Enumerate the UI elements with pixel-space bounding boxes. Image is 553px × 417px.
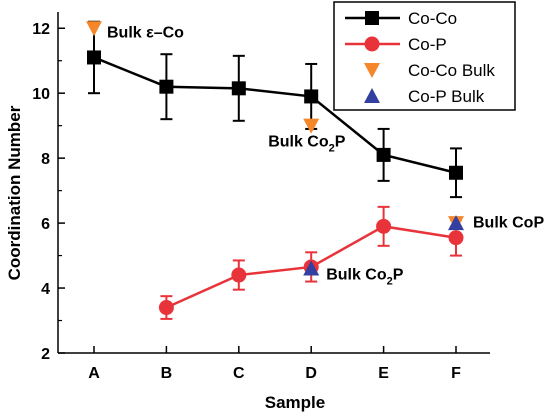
data-point	[376, 218, 392, 234]
legend-marker	[364, 88, 380, 103]
x-tick-label: A	[88, 365, 100, 382]
data-point	[304, 89, 319, 104]
legend-item: Co-P Bulk	[364, 87, 485, 106]
legend-item: Co-Co	[345, 9, 457, 28]
y-tick-label: 10	[32, 86, 50, 103]
bulk-point	[303, 118, 320, 134]
annotation-bulk-co2p-lower: Bulk Co2P	[326, 266, 404, 287]
legend-marker	[365, 11, 379, 25]
x-axis-label: Sample	[265, 393, 325, 412]
legend-marker	[364, 36, 380, 52]
bulk-point	[303, 260, 320, 276]
y-tick-label: 8	[41, 151, 50, 168]
data-point	[231, 267, 247, 283]
y-tick-label: 12	[32, 21, 50, 38]
y-tick-label: 2	[41, 346, 50, 363]
legend-marker	[364, 63, 380, 78]
x-tick-label: F	[451, 365, 461, 382]
legend-label: Co-Co	[408, 9, 457, 28]
data-point	[449, 165, 463, 180]
annotation-bulk-cop: Bulk CoP	[473, 214, 544, 231]
bulk-point	[448, 215, 464, 231]
legend-box	[333, 1, 516, 111]
legend-label: Co-P	[408, 35, 447, 54]
series-layer	[86, 20, 464, 320]
bulk-points	[86, 21, 464, 276]
y-tick-label: 6	[41, 216, 50, 233]
legend: Co-Co Co-P Co-Co Bulk Co-P Bulk	[333, 1, 516, 111]
legend-item: Co-Co Bulk	[364, 61, 495, 80]
x-tick-label: E	[378, 365, 389, 382]
legend-label: Co-Co Bulk	[408, 61, 495, 80]
bulk-point	[86, 21, 102, 37]
legend-item: Co-P	[345, 35, 447, 54]
axes: 2 4 6 8 10 12 A B C D E F	[32, 12, 490, 382]
data-point	[448, 230, 464, 246]
x-tick-label: B	[161, 365, 173, 382]
data-point	[376, 147, 391, 162]
series-line	[93, 56, 457, 174]
annotation-bulk-co2p-upper: Bulk Co2P	[268, 133, 346, 154]
x-tick-label: C	[233, 365, 245, 382]
data-point	[159, 79, 174, 94]
legend-label: Co-P Bulk	[408, 87, 485, 106]
data-point	[87, 50, 101, 65]
annotation-layer: Bulk ε–Co Bulk Co2P Bulk Co2P Bulk CoP	[107, 24, 544, 287]
x-tick-label: D	[305, 365, 317, 382]
data-point	[231, 81, 246, 96]
data-point	[158, 300, 174, 316]
y-axis-label: Coordination Number	[5, 105, 24, 280]
annotation-bulk-eco: Bulk ε–Co	[107, 24, 184, 41]
y-tick-label: 4	[41, 281, 50, 298]
